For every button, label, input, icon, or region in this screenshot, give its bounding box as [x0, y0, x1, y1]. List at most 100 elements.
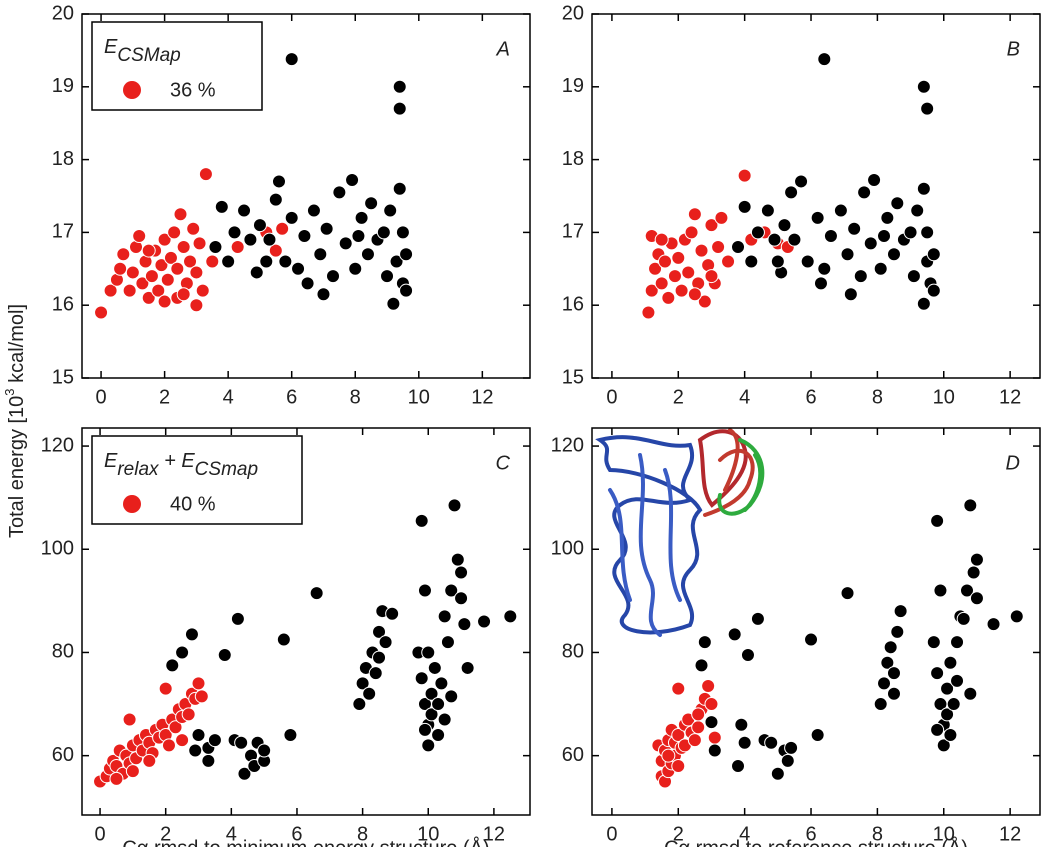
- scatter-point: [784, 185, 799, 200]
- scatter-point: [477, 614, 492, 629]
- scatter-point: [427, 660, 442, 675]
- scatter-point: [750, 225, 765, 240]
- scatter-point: [157, 232, 172, 247]
- scatter-point: [167, 225, 182, 240]
- scatter-point: [654, 276, 669, 291]
- scatter-point: [823, 229, 838, 244]
- legend-title: Erelax + ECSmap: [104, 450, 258, 480]
- scatter-point: [313, 247, 328, 262]
- scatter-point: [237, 766, 252, 781]
- scatter-point: [424, 707, 439, 722]
- scatter-point: [956, 611, 971, 626]
- scatter-point: [237, 203, 252, 218]
- scatter-point: [348, 261, 363, 276]
- scatter-point: [291, 261, 306, 276]
- scatter-point: [161, 738, 176, 753]
- scatter-point: [920, 225, 935, 240]
- scatter-point: [969, 591, 984, 606]
- scatter-point: [810, 728, 825, 743]
- scatter-point: [440, 635, 455, 650]
- scatter-point: [926, 283, 941, 298]
- y-tick-label: 60: [562, 744, 584, 766]
- panel-label: D: [1006, 452, 1020, 474]
- scatter-point: [234, 735, 249, 750]
- scatter-point: [157, 294, 172, 309]
- scatter-point: [671, 728, 686, 743]
- y-tick-label: 120: [551, 434, 584, 456]
- scatter-point: [184, 627, 199, 642]
- scatter-point: [853, 269, 868, 284]
- scatter-point: [750, 611, 765, 626]
- y-tick-label: 19: [562, 75, 584, 97]
- scatter-point: [810, 210, 825, 225]
- scatter-point: [886, 686, 901, 701]
- scatter-point: [186, 221, 201, 236]
- x-tick-label: 4: [223, 386, 234, 408]
- y-tick-label: 100: [551, 538, 584, 560]
- panel-label: C: [496, 452, 511, 474]
- x-tick-label: 2: [159, 386, 170, 408]
- scatter-point: [930, 666, 945, 681]
- scatter-point: [740, 648, 755, 663]
- scatter-point: [170, 261, 185, 276]
- scatter-point: [297, 229, 312, 244]
- y-tick-label: 20: [52, 2, 74, 24]
- scatter-point: [644, 283, 659, 298]
- scatter-point: [214, 199, 229, 214]
- x-tick-label: 2: [160, 823, 171, 845]
- scatter-point: [378, 635, 393, 650]
- scatter-point: [392, 181, 407, 196]
- scatter-point: [392, 79, 407, 94]
- scatter-point: [271, 174, 286, 189]
- scatter-point: [345, 172, 360, 187]
- scatter-point: [936, 738, 951, 753]
- scatter-point: [950, 635, 965, 650]
- scatter-point: [417, 583, 432, 598]
- legend-title-subscript: relax: [117, 459, 160, 480]
- scatter-point: [687, 207, 702, 222]
- scatter-point: [847, 221, 862, 236]
- legend-title: ECSMap: [104, 36, 181, 66]
- y-tick-label: 20: [562, 2, 584, 24]
- scatter-point: [694, 658, 709, 673]
- x-tick-label: 0: [606, 386, 617, 408]
- scatter-point: [886, 666, 901, 681]
- scatter-point: [697, 635, 712, 650]
- scatter-point: [943, 655, 958, 670]
- scatter-point: [966, 565, 981, 580]
- scatter-point: [183, 254, 198, 269]
- scatter-point: [360, 247, 375, 262]
- scatter-point: [903, 225, 918, 240]
- scatter-point: [191, 676, 206, 691]
- scatter-point: [963, 498, 978, 513]
- scatter-point: [687, 733, 702, 748]
- scatter-point: [192, 236, 207, 251]
- scatter-point: [113, 261, 128, 276]
- y-tick-label: 80: [52, 641, 74, 663]
- scatter-point: [910, 203, 925, 218]
- scatter-point: [886, 247, 901, 262]
- legend-box: [91, 21, 263, 111]
- scatter-point: [437, 712, 452, 727]
- scatter-point: [877, 676, 892, 691]
- scatter-point: [684, 225, 699, 240]
- scatter-point: [142, 753, 157, 768]
- scatter-point: [249, 265, 264, 280]
- scatter-point: [704, 269, 719, 284]
- scatter-point: [671, 681, 686, 696]
- scatter-point: [933, 583, 948, 598]
- legend-title-symbol: + E: [159, 450, 196, 472]
- x-tick-label: 10: [933, 386, 955, 408]
- legend-marker: [123, 495, 141, 513]
- scatter-point: [867, 172, 882, 187]
- x-tick-label: 6: [805, 386, 816, 408]
- scatter-point: [704, 715, 719, 730]
- panel-label: B: [1007, 38, 1020, 60]
- scatter-point: [890, 196, 905, 211]
- legend-title-symbol: E: [104, 450, 118, 472]
- scatter-point: [734, 717, 749, 732]
- x-tick-label: 8: [872, 386, 883, 408]
- scatter-point: [364, 196, 379, 211]
- scatter-point: [940, 681, 955, 696]
